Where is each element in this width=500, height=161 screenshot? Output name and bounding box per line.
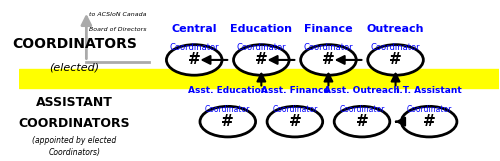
Text: Coordinator: Coordinator (340, 105, 384, 114)
Text: (appointed by elected
Coordinators): (appointed by elected Coordinators) (32, 136, 116, 156)
Text: Coordinator: Coordinator (370, 43, 420, 52)
Text: Education: Education (230, 24, 292, 34)
Text: I.T. Assistant: I.T. Assistant (396, 86, 462, 95)
Text: #: # (389, 52, 402, 67)
Text: Asst. Education: Asst. Education (188, 86, 268, 95)
Ellipse shape (234, 45, 289, 75)
Ellipse shape (200, 106, 256, 137)
Ellipse shape (166, 45, 222, 75)
Ellipse shape (267, 106, 322, 137)
Ellipse shape (334, 106, 390, 137)
Bar (20, 69, 498, 88)
Text: Coordinator: Coordinator (272, 105, 318, 114)
Text: Coordinator: Coordinator (406, 105, 452, 114)
Ellipse shape (368, 45, 424, 75)
Text: #: # (288, 114, 302, 129)
Text: #: # (255, 52, 268, 67)
Text: #: # (422, 114, 436, 129)
Text: Coordinator: Coordinator (205, 105, 250, 114)
Text: Coordinator: Coordinator (170, 43, 219, 52)
Text: to ACSIoN Canada: to ACSIoN Canada (89, 12, 146, 17)
Ellipse shape (402, 106, 457, 137)
Text: Coordinator: Coordinator (236, 43, 286, 52)
Text: Central: Central (172, 24, 217, 34)
Text: ASSISTANT: ASSISTANT (36, 96, 113, 109)
Text: (elected): (elected) (50, 63, 100, 73)
Text: Finance: Finance (304, 24, 353, 34)
Text: COORDINATORS: COORDINATORS (18, 117, 130, 130)
Text: #: # (222, 114, 234, 129)
Text: Asst. Outreach: Asst. Outreach (324, 86, 400, 95)
Text: Board of Directors: Board of Directors (89, 27, 146, 32)
Text: #: # (188, 52, 200, 67)
Text: Asst. Finance: Asst. Finance (260, 86, 329, 95)
Text: Outreach: Outreach (367, 24, 424, 34)
Text: #: # (322, 52, 335, 67)
Ellipse shape (300, 45, 356, 75)
Text: Coordinator: Coordinator (304, 43, 354, 52)
Text: #: # (356, 114, 368, 129)
Text: COORDINATORS: COORDINATORS (12, 37, 137, 51)
